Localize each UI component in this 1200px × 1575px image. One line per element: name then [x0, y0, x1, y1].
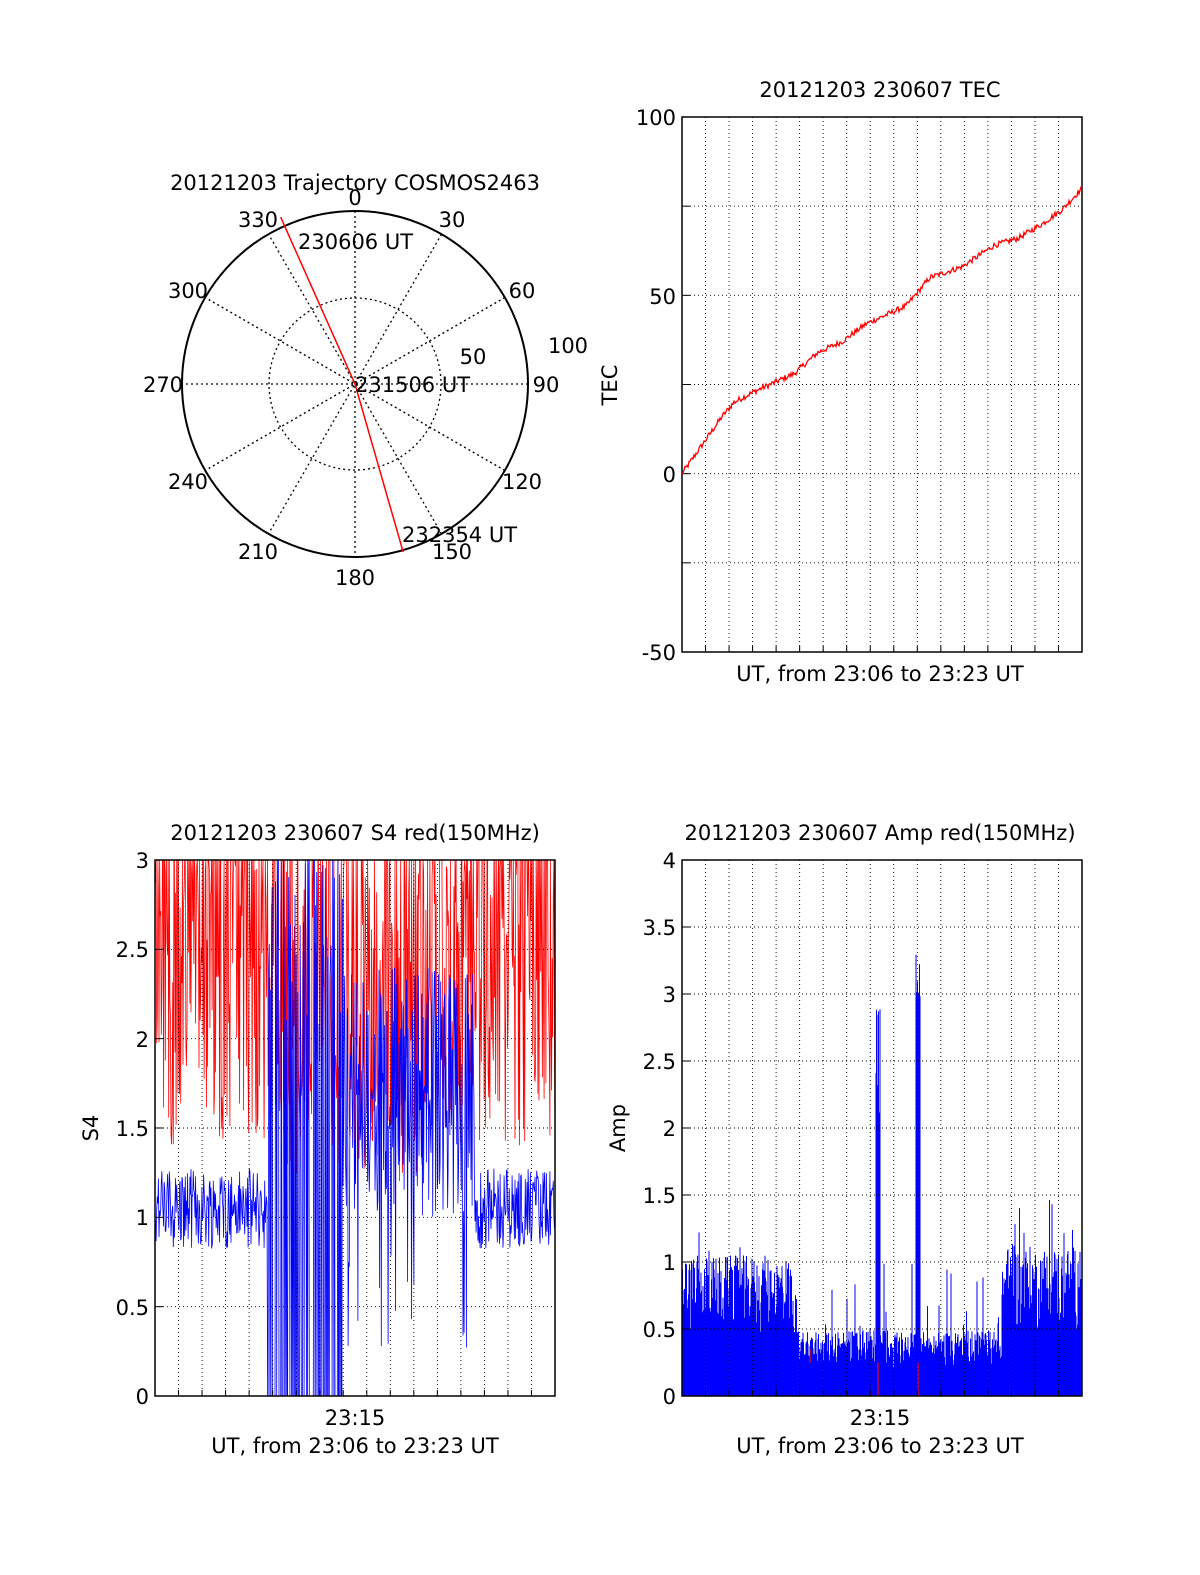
azimuth-label: 240: [168, 470, 208, 494]
amp-ytick: 2: [663, 1117, 676, 1141]
tec-grid: [682, 117, 1082, 652]
tec-ytick: 100: [636, 106, 676, 130]
tec-series-line: [681, 185, 1083, 475]
amp-ytick: 0.5: [643, 1318, 676, 1342]
tec-frame: [681, 116, 1083, 653]
s4-blue-series: [154, 859, 556, 1397]
tec-ytick: 0: [663, 463, 676, 487]
azimuth-label: 210: [238, 540, 278, 564]
amp-ytick: 1: [663, 1251, 676, 1275]
tec-xlabel: UT, from 23:06 to 23:23 UT: [736, 662, 1024, 686]
azimuth-label: 300: [168, 279, 208, 303]
radial-label-100: 100: [548, 334, 588, 358]
s4-grid: [155, 860, 555, 1396]
s4-title: 20121203 230607 S4 red(150MHz): [170, 821, 540, 845]
azimuth-label: 180: [335, 566, 375, 590]
tec-ylabel: TEC: [598, 365, 622, 407]
s4-ytick: 2.5: [116, 938, 149, 962]
s4-ytick: 1: [136, 1206, 149, 1230]
polar-title: 20121203 Trajectory COSMOS2463: [170, 171, 540, 195]
tec-ytick: 50: [649, 285, 676, 309]
s4-xlabel: UT, from 23:06 to 23:23 UT: [211, 1434, 499, 1458]
azimuth-label: 60: [509, 279, 536, 303]
s4-frame: [154, 859, 556, 1397]
s4-ytick: 2: [136, 1028, 149, 1052]
tec-title: 20121203 230607 TEC: [759, 78, 1000, 102]
amp-ytick: 0: [663, 1385, 676, 1409]
s4-ytick: 0: [136, 1385, 149, 1409]
azimuth-label: 120: [502, 470, 542, 494]
trajectory-end-label: 232354 UT: [402, 523, 517, 547]
azimuth-label: 0: [348, 186, 361, 210]
azimuth-label: 150: [432, 540, 472, 564]
tec-plot: 20121203 230607 TEC 100 50 0 -50 TEC UT,…: [598, 78, 1083, 686]
azimuth-label: 90: [533, 373, 560, 397]
polar-plot: 20121203 Trajectory COSMOS2463 0 30 60 9…: [143, 171, 588, 590]
s4-red-series: [154, 859, 556, 1182]
trajectory-line: [280, 216, 404, 553]
tec-ytick: -50: [642, 641, 676, 665]
radial-label-50: 50: [460, 345, 487, 369]
polar-azimuth-labels: 0 30 60 90 120 150 180 210 240 270 300 3…: [143, 186, 559, 590]
amp-xtick: 23:15: [850, 1406, 911, 1430]
amp-ylabel: Amp: [606, 1104, 630, 1152]
azimuth-label: 330: [238, 208, 278, 232]
amp-ytick: 4: [663, 849, 676, 873]
amp-red-series: [809, 1349, 919, 1396]
azimuth-label: 270: [143, 373, 183, 397]
s4-plot: 20121203 230607 S4 red(150MHz) 0 0.5 1 1…: [79, 821, 556, 1458]
amp-ytick: 3: [663, 983, 676, 1007]
amp-title: 20121203 230607 Amp red(150MHz): [684, 821, 1075, 845]
s4-ytick: 3: [136, 849, 149, 873]
s4-ylabel: S4: [79, 1115, 103, 1142]
trajectory-mid-label: 231506 UT: [355, 373, 470, 397]
amp-ytick: 3.5: [643, 916, 676, 940]
s4-ytick: 0.5: [116, 1296, 149, 1320]
amp-blue-series: [681, 954, 1083, 1396]
amp-ytick: 1.5: [643, 1184, 676, 1208]
amp-plot: 20121203 230607 Amp red(150MHz) 0 0.5 1 …: [606, 821, 1083, 1458]
amp-frame: [681, 859, 1083, 1397]
amp-grid: [682, 860, 1082, 1396]
amp-xlabel: UT, from 23:06 to 23:23 UT: [736, 1434, 1024, 1458]
s4-xtick: 23:15: [325, 1406, 386, 1430]
trajectory-start-label: 230606 UT: [298, 230, 413, 254]
s4-ytick: 1.5: [116, 1117, 149, 1141]
amp-ytick: 2.5: [643, 1050, 676, 1074]
amp-data: [681, 954, 1083, 1396]
azimuth-label: 30: [439, 208, 466, 232]
s4-data: [154, 859, 556, 1397]
